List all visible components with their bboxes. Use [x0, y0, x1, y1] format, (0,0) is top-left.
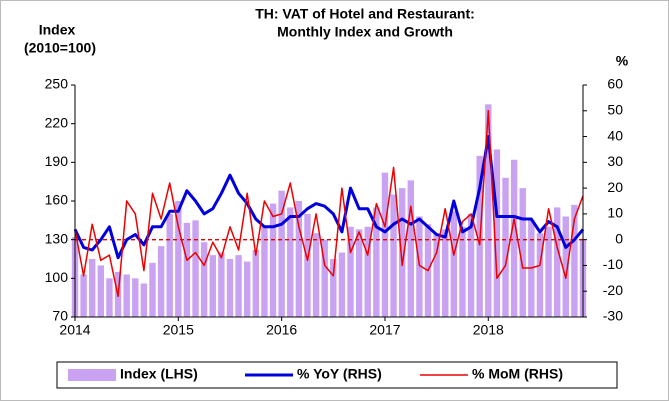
bar: [553, 207, 561, 317]
bar: [97, 265, 105, 317]
bar: [433, 233, 440, 317]
bar: [157, 246, 165, 317]
bar: [459, 226, 466, 317]
bar: [450, 211, 458, 317]
bar: [209, 255, 216, 317]
y2-tick-label: -30: [603, 308, 623, 324]
bar: [192, 220, 199, 317]
bar: [175, 201, 182, 317]
bar: [562, 216, 569, 317]
y2-tick-label: 10: [607, 205, 623, 221]
y-tick-label: 160: [45, 192, 69, 208]
bar: [278, 190, 285, 317]
legend-box: [56, 361, 618, 389]
bar: [252, 249, 260, 317]
bar: [226, 259, 234, 317]
bar: [536, 233, 544, 317]
bar: [304, 213, 311, 317]
bar: [261, 226, 268, 317]
y-tick-label: 70: [52, 308, 68, 324]
y-axis-title: (2010=100): [24, 40, 96, 56]
bar: [235, 255, 242, 317]
bar: [571, 204, 578, 317]
bar: [140, 283, 148, 317]
bar: [89, 259, 96, 317]
bar: [390, 194, 397, 317]
bar: [312, 233, 320, 317]
bar: [381, 172, 389, 317]
bar: [183, 222, 191, 317]
chart-title: TH: VAT of Hotel and Restaurant:: [255, 6, 475, 22]
bar: [80, 274, 87, 317]
legend-swatch: [68, 369, 116, 381]
bar: [485, 104, 492, 317]
y2-tick-label: 60: [607, 76, 623, 92]
x-tick-label: 2017: [369, 322, 400, 338]
x-tick-label: 2015: [163, 322, 194, 338]
y2-tick-label: -10: [603, 256, 623, 272]
bar: [416, 216, 423, 317]
y2-tick-label: 50: [607, 101, 623, 117]
legend-label: % YoY (RHS): [297, 366, 382, 382]
bar: [407, 180, 414, 317]
y2-tick-label: 0: [615, 230, 623, 246]
bar: [502, 177, 509, 317]
bar: [218, 252, 225, 317]
y-tick-label: 130: [45, 230, 69, 246]
bar: [338, 252, 346, 317]
chart-title: Monthly Index and Growth: [277, 24, 453, 40]
bar: [373, 207, 380, 317]
x-tick-label: 2018: [473, 322, 504, 338]
y2-axis-title: %: [616, 53, 629, 69]
bar: [519, 188, 526, 317]
bar: [200, 242, 208, 317]
bar: [295, 201, 303, 317]
bar: [330, 259, 337, 317]
y-tick-label: 190: [45, 153, 69, 169]
bar: [467, 213, 475, 317]
y2-tick-label: 40: [607, 127, 623, 143]
y-tick-label: 250: [45, 76, 69, 92]
bar: [321, 239, 328, 317]
bar: [545, 226, 552, 317]
y-tick-label: 220: [45, 114, 69, 130]
bar: [106, 278, 113, 317]
bar: [149, 262, 156, 317]
y2-tick-label: 20: [607, 179, 623, 195]
x-tick-label: 2014: [59, 322, 90, 338]
legend-label: Index (LHS): [120, 366, 198, 382]
bar: [510, 159, 518, 317]
bar: [269, 203, 277, 317]
bar: [493, 149, 501, 317]
bar: [132, 278, 139, 317]
bar: [123, 274, 130, 317]
bar: [287, 207, 294, 317]
line-series: [74, 110, 584, 298]
line-series: [73, 135, 585, 260]
y2-tick-label: -20: [603, 282, 623, 298]
legend-label: % MoM (RHS): [472, 366, 563, 382]
y-tick-label: 100: [45, 269, 69, 285]
y2-tick-label: 30: [607, 153, 623, 169]
bar: [244, 261, 251, 317]
bar: [442, 229, 449, 317]
bar: [347, 226, 354, 317]
bar: [355, 229, 363, 317]
bar: [398, 188, 406, 317]
x-tick-label: 2016: [266, 322, 297, 338]
bar: [166, 213, 173, 317]
bar: [364, 226, 371, 317]
y-axis-title: Index: [39, 22, 76, 38]
